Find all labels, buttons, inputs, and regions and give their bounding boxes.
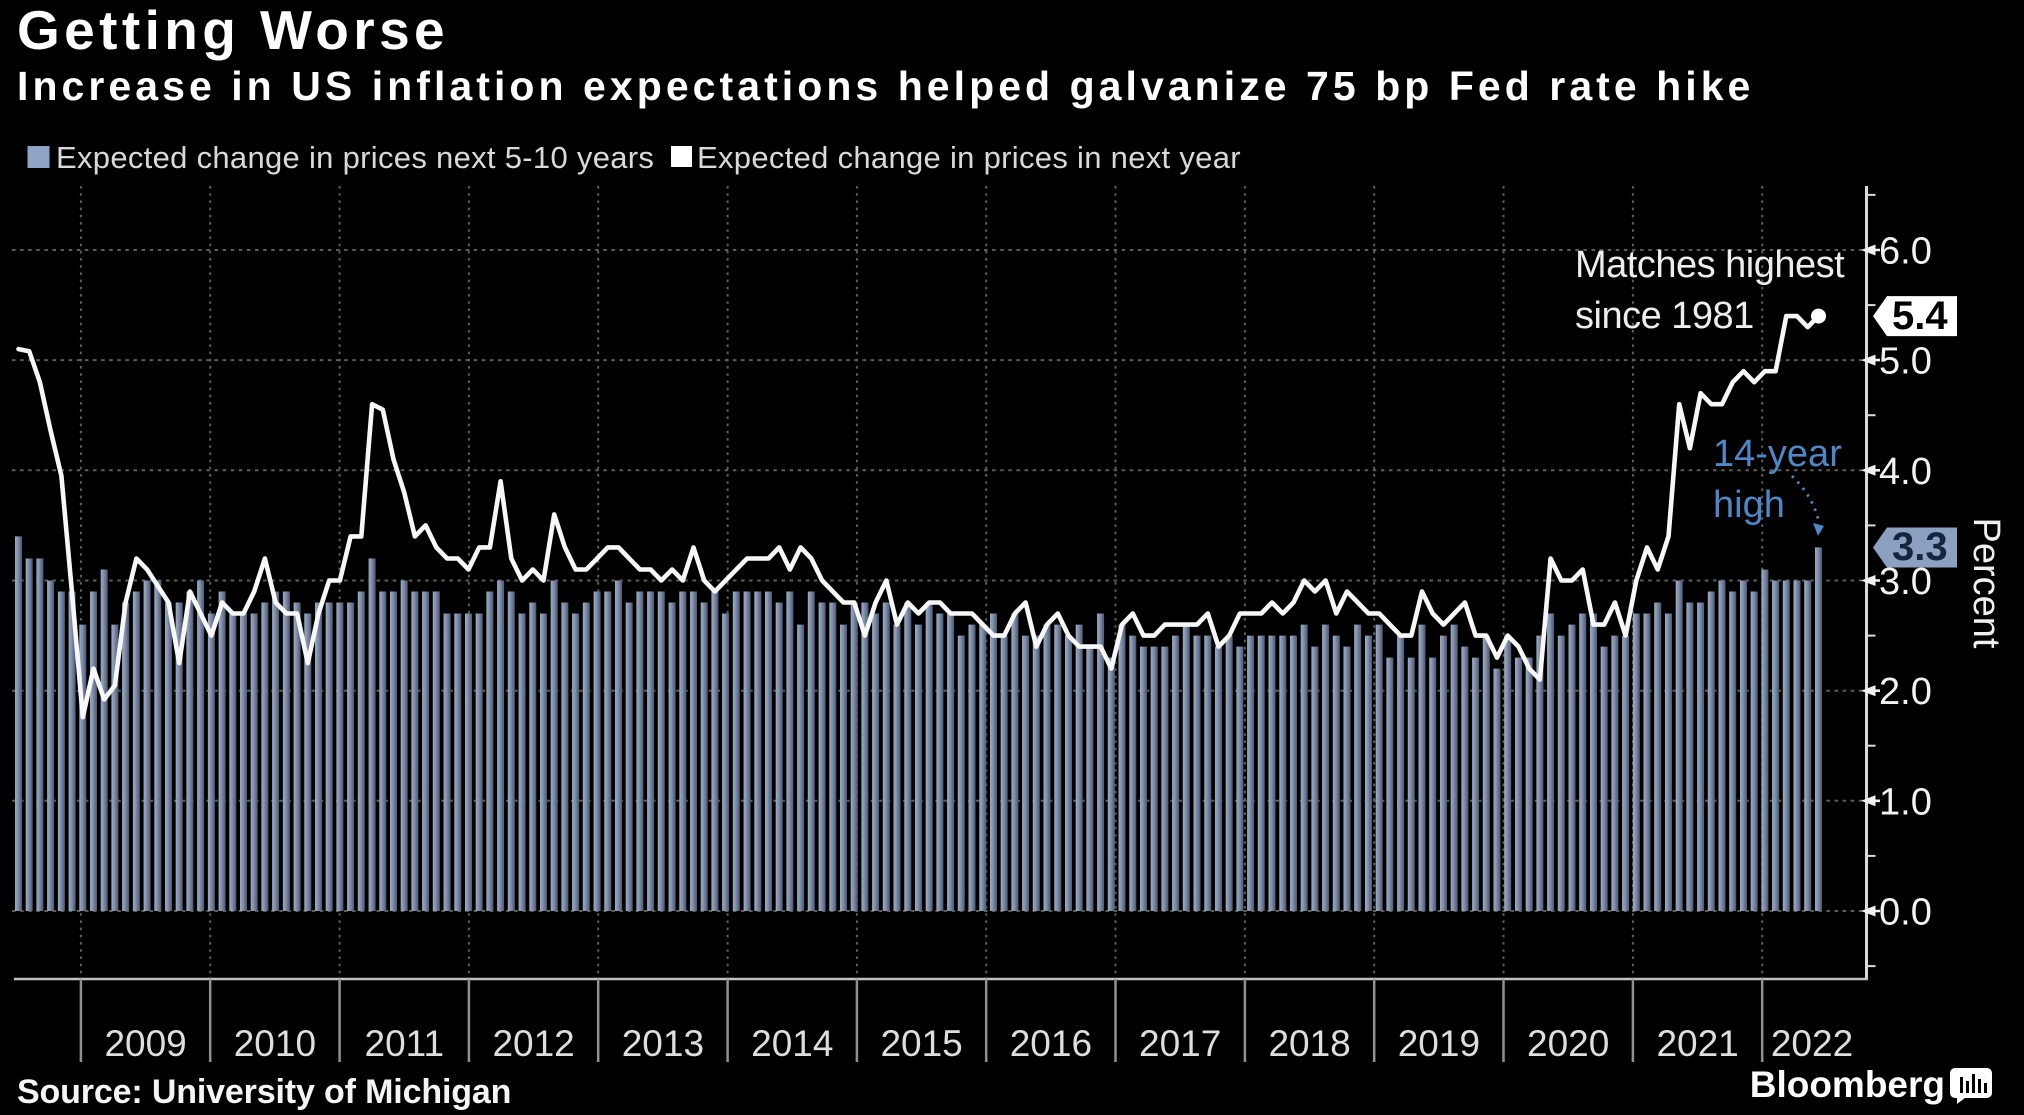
svg-text:Source: University of Michigan: Source: University of Michigan: [17, 1073, 511, 1110]
svg-text:Increase in US inflation expec: Increase in US inflation expectations he…: [17, 63, 1754, 109]
svg-text:2012: 2012: [492, 1023, 574, 1064]
svg-text:2015: 2015: [880, 1023, 962, 1064]
svg-text:2022: 2022: [1771, 1023, 1853, 1064]
svg-text:Expected change in prices in n: Expected change in prices in next year: [697, 140, 1241, 175]
svg-text:2020: 2020: [1527, 1023, 1609, 1064]
svg-text:high: high: [1713, 484, 1785, 526]
svg-text:2009: 2009: [104, 1023, 186, 1064]
svg-text:0.0: 0.0: [1879, 892, 1932, 934]
svg-text:5.0: 5.0: [1879, 341, 1932, 383]
svg-text:2016: 2016: [1010, 1023, 1092, 1064]
svg-text:3.3: 3.3: [1892, 525, 1948, 569]
svg-text:4.0: 4.0: [1879, 451, 1932, 493]
svg-text:2011: 2011: [365, 1023, 445, 1064]
svg-text:2017: 2017: [1139, 1023, 1221, 1064]
svg-text:Bloomberg: Bloomberg: [1750, 1064, 1945, 1105]
svg-text:2018: 2018: [1268, 1023, 1350, 1064]
svg-text:3.0: 3.0: [1879, 561, 1932, 603]
svg-text:1.0: 1.0: [1879, 781, 1932, 823]
svg-text:2013: 2013: [622, 1023, 704, 1064]
svg-text:2014: 2014: [751, 1023, 833, 1064]
svg-text:Expected change in prices next: Expected change in prices next 5-10 year…: [56, 140, 654, 175]
svg-text:2019: 2019: [1398, 1023, 1480, 1064]
svg-text:2010: 2010: [234, 1023, 316, 1064]
svg-text:5.4: 5.4: [1892, 294, 1948, 338]
svg-text:14-year: 14-year: [1713, 433, 1842, 475]
svg-text:Percent: Percent: [1965, 518, 2007, 649]
svg-text:Getting Worse: Getting Worse: [17, 0, 449, 61]
svg-text:2.0: 2.0: [1879, 671, 1932, 713]
svg-text:6.0: 6.0: [1879, 231, 1932, 273]
svg-text:2021: 2021: [1656, 1023, 1738, 1064]
svg-text:Matches highest: Matches highest: [1575, 244, 1845, 286]
svg-text:since 1981: since 1981: [1575, 295, 1754, 337]
